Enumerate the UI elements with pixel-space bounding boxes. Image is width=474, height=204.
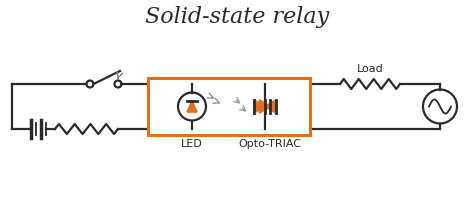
Polygon shape	[265, 100, 276, 113]
Bar	[148, 78, 310, 135]
Polygon shape	[254, 100, 265, 113]
Polygon shape	[187, 101, 197, 112]
Text: LED: LED	[181, 139, 203, 149]
Text: Opto-TRIAC: Opto-TRIAC	[238, 139, 301, 149]
Text: Solid-state relay: Solid-state relay	[145, 6, 329, 28]
Polygon shape	[259, 100, 271, 113]
Text: Load: Load	[356, 64, 383, 74]
